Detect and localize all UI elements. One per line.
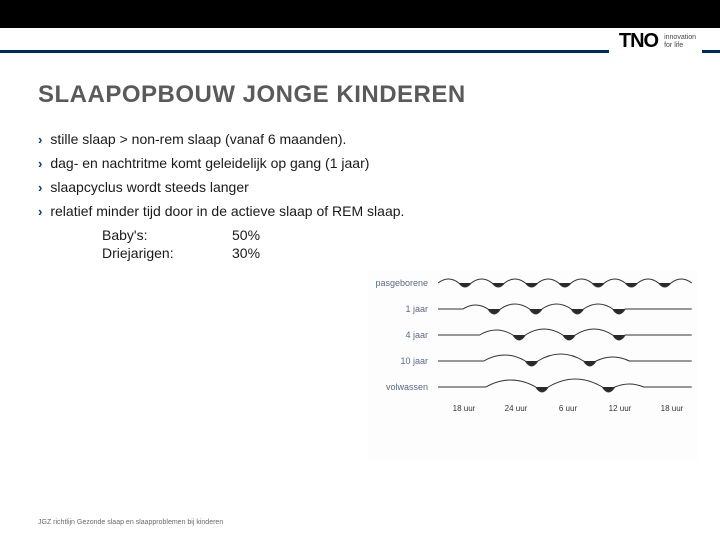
logo-tagline: innovation for life — [664, 34, 696, 50]
chevron-icon: › — [38, 204, 42, 219]
wave-row: volwassen — [368, 374, 698, 400]
x-tick: 18 uur — [646, 404, 698, 413]
x-axis: 18 uur 24 uur 6 uur 12 uur 18 uur — [438, 404, 698, 413]
wave-row: 1 jaar — [368, 296, 698, 322]
logo-mark: TNO — [619, 30, 658, 53]
logo: TNO innovation for life — [609, 30, 702, 53]
wave-icon — [438, 297, 698, 321]
chevron-icon: › — [38, 180, 42, 195]
row-label: Baby's: — [102, 227, 232, 243]
logo-tagline-line1: innovation — [664, 34, 696, 42]
wave-icon — [438, 323, 698, 347]
chevron-icon: › — [38, 156, 42, 171]
sleep-cycle-diagram: pasgeborene 1 jaar 4 jaar 10 jaar volwas… — [368, 270, 698, 460]
wave-label: pasgeborene — [368, 278, 432, 288]
row-value: 30% — [232, 245, 260, 261]
bullet-text: relatief minder tijd door in de actieve … — [50, 203, 404, 219]
bullet-text: dag- en nachtritme komt geleidelijk op g… — [50, 155, 369, 171]
wave-label: 10 jaar — [368, 356, 432, 366]
percentages-table: Baby's: 50% Driejarigen: 30% — [102, 227, 682, 261]
page-title: SLAAPOPBOUW JONGE KINDEREN — [38, 81, 682, 109]
bullet-list: › stille slaap > non-rem slaap (vanaf 6 … — [38, 131, 682, 219]
chevron-icon: › — [38, 132, 42, 147]
table-row: Baby's: 50% — [102, 227, 682, 243]
row-label: Driejarigen: — [102, 245, 232, 261]
list-item: › stille slaap > non-rem slaap (vanaf 6 … — [38, 131, 682, 147]
top-black-bar — [0, 0, 720, 28]
x-tick: 24 uur — [490, 404, 542, 413]
row-value: 50% — [232, 227, 260, 243]
x-tick: 18 uur — [438, 404, 490, 413]
list-item: › dag- en nachtritme komt geleidelijk op… — [38, 155, 682, 171]
wave-label: 4 jaar — [368, 330, 432, 340]
x-tick: 12 uur — [594, 404, 646, 413]
wave-icon — [438, 349, 698, 373]
x-tick: 6 uur — [542, 404, 594, 413]
wave-icon — [438, 375, 698, 399]
bullet-text: stille slaap > non-rem slaap (vanaf 6 ma… — [50, 131, 346, 147]
wave-row: pasgeborene — [368, 270, 698, 296]
footer-text: JGZ richtlijn Gezonde slaap en slaapprob… — [38, 519, 223, 526]
content: SLAAPOPBOUW JONGE KINDEREN › stille slaa… — [0, 53, 720, 261]
bullet-text: slaapcyclus wordt steeds langer — [50, 179, 248, 195]
table-row: Driejarigen: 30% — [102, 245, 682, 261]
wave-row: 10 jaar — [368, 348, 698, 374]
list-item: › relatief minder tijd door in de actiev… — [38, 203, 682, 219]
list-item: › slaapcyclus wordt steeds langer — [38, 179, 682, 195]
wave-icon — [438, 271, 698, 295]
wave-label: volwassen — [368, 382, 432, 392]
logo-tagline-line2: for life — [664, 42, 696, 50]
wave-label: 1 jaar — [368, 304, 432, 314]
wave-row: 4 jaar — [368, 322, 698, 348]
